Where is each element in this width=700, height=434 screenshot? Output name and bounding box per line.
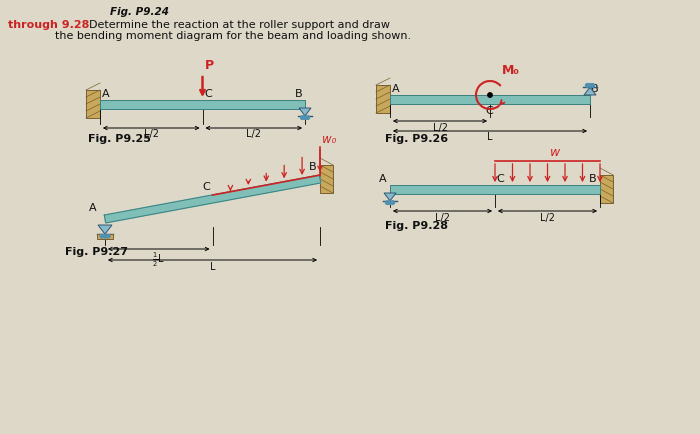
Bar	[97, 234, 113, 239]
Text: Fig. P9.26: Fig. P9.26	[385, 134, 448, 144]
Circle shape	[391, 201, 395, 204]
Text: P: P	[204, 59, 214, 72]
Text: L/2: L/2	[540, 213, 555, 223]
Text: C: C	[203, 182, 211, 192]
Text: Fig. P9.25: Fig. P9.25	[88, 134, 151, 144]
Polygon shape	[384, 193, 396, 201]
Polygon shape	[98, 225, 112, 234]
Text: B: B	[295, 89, 303, 99]
Text: L/2: L/2	[433, 122, 447, 132]
Circle shape	[100, 234, 104, 238]
Bar	[390, 95, 590, 103]
Polygon shape	[299, 108, 311, 116]
Text: $\frac{1}{2}$L: $\frac{1}{2}$L	[153, 250, 165, 269]
Text: B: B	[589, 174, 597, 184]
Circle shape	[306, 116, 309, 119]
Text: L: L	[487, 132, 493, 142]
Text: Determine the reaction at the roller support and draw: Determine the reaction at the roller sup…	[82, 20, 390, 30]
Text: L/2: L/2	[144, 129, 159, 139]
Text: the bending moment diagram for the beam and loading shown.: the bending moment diagram for the beam …	[55, 31, 411, 41]
Bar	[600, 175, 613, 203]
Circle shape	[300, 116, 304, 119]
Circle shape	[106, 234, 110, 238]
Text: L/2: L/2	[435, 213, 450, 223]
Circle shape	[488, 93, 492, 97]
Polygon shape	[584, 87, 596, 95]
Text: C: C	[485, 106, 493, 116]
Bar	[320, 165, 333, 193]
Text: through 9.28: through 9.28	[8, 20, 90, 30]
Text: A: A	[392, 84, 400, 94]
Circle shape	[303, 116, 307, 119]
Circle shape	[588, 84, 592, 87]
Bar	[390, 184, 600, 194]
Text: B: B	[309, 162, 317, 172]
Text: B: B	[591, 84, 598, 94]
Circle shape	[585, 84, 589, 87]
Text: Fig. P9.27: Fig. P9.27	[65, 247, 128, 257]
Text: M₀: M₀	[502, 64, 520, 77]
Text: L/2: L/2	[246, 129, 261, 139]
Circle shape	[389, 201, 392, 204]
Text: L: L	[210, 262, 216, 272]
Bar	[376, 85, 390, 113]
Text: w₀: w₀	[322, 133, 337, 146]
Text: w: w	[550, 146, 561, 159]
Circle shape	[103, 234, 107, 238]
Circle shape	[591, 84, 594, 87]
Text: C: C	[496, 174, 504, 184]
Bar	[100, 99, 305, 108]
Text: C: C	[204, 89, 212, 99]
Circle shape	[386, 201, 389, 204]
Text: A: A	[379, 174, 387, 184]
Text: A: A	[102, 89, 110, 99]
Bar	[86, 90, 100, 118]
Text: Fig. P9.24: Fig. P9.24	[110, 7, 169, 17]
Text: A: A	[90, 203, 97, 213]
Text: Fig. P9.28: Fig. P9.28	[385, 221, 448, 231]
Polygon shape	[104, 175, 321, 223]
